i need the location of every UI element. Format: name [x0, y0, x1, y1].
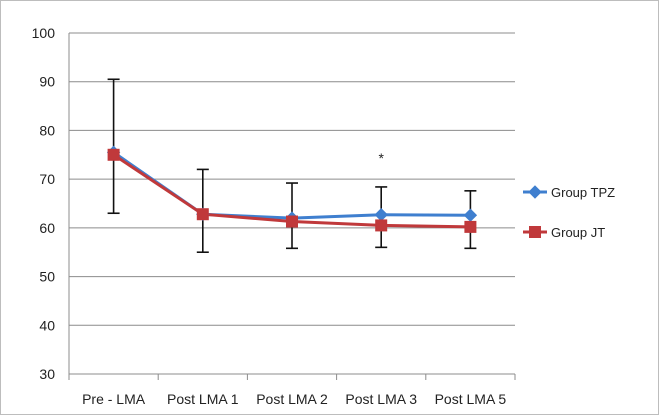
data-point-jt [464, 220, 477, 233]
x-tick-label: Post LMA 1 [167, 391, 239, 407]
x-tick-label: Post LMA 2 [256, 391, 328, 407]
series-lines [106, 145, 478, 233]
legend-marker [529, 226, 541, 238]
x-axis-ticks: Pre - LMA Post LMA 1 Post LMA 2 Post LMA 3 P… [68, 374, 516, 407]
legend-label: Group TPZ [551, 185, 615, 200]
significance-asterisk: * [378, 150, 384, 166]
data-point-tpz [374, 207, 388, 222]
legend-label: Group JT [551, 225, 605, 240]
y-tick-label: 100 [32, 25, 56, 41]
x-tick-label: Pre - LMA [82, 391, 146, 407]
y-tick-label: 80 [39, 122, 55, 138]
data-point-jt [107, 148, 120, 161]
y-tick-label: 70 [39, 171, 55, 187]
y-tick-label: 40 [39, 317, 55, 333]
data-point-jt [375, 219, 388, 232]
x-tick-label: Post LMA 3 [345, 391, 417, 407]
y-tick-label: 30 [39, 366, 55, 382]
legend: Group TPZ Group JT [523, 185, 615, 240]
data-point-tpz [463, 208, 478, 222]
x-tick-label: Post LMA 5 [435, 391, 507, 407]
y-axis-ticks: 30 40 50 60 70 80 90 100 [32, 25, 56, 382]
gridlines [68, 32, 515, 375]
y-tick-label: 60 [39, 220, 55, 236]
y-tick-label: 90 [39, 74, 55, 90]
data-point-jt [196, 208, 209, 221]
annotations: * [378, 150, 384, 166]
data-point-jt [286, 215, 298, 228]
legend-marker [528, 185, 542, 199]
y-tick-label: 50 [39, 269, 55, 285]
